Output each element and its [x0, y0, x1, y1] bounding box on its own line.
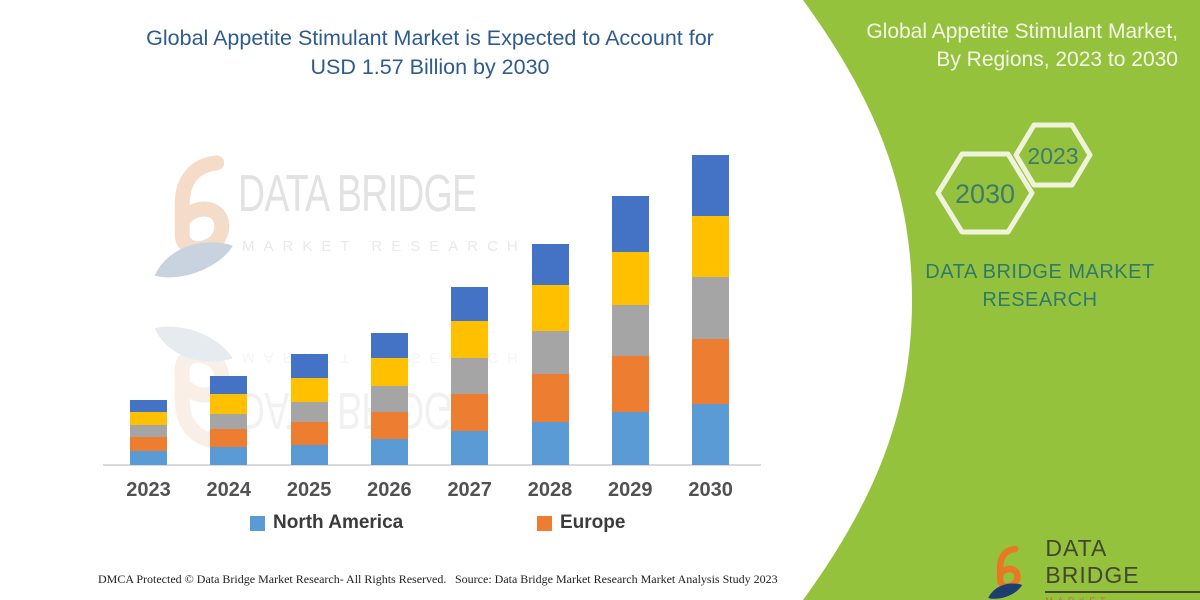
x-axis-label: 2030	[688, 479, 733, 501]
x-axis-label: 2026	[367, 479, 412, 501]
bar-segment	[611, 411, 649, 465]
data-bridge-b-icon	[988, 545, 1023, 599]
x-axis-label: 2025	[286, 479, 332, 501]
org-name-line1: DATA BRIDGE MARKET	[925, 261, 1155, 283]
watermark: DATA BRIDGE MARKET RESEARCH	[150, 152, 518, 302]
side-panel-heading-line1: Global Appetite Stimulant Market,	[866, 20, 1178, 43]
logo-subtitle: MARKET RESEARCH	[1045, 596, 1200, 600]
side-panel-heading: Global Appetite Stimulant Market, By Reg…	[840, 18, 1178, 74]
bar-segment	[370, 332, 408, 359]
bar-segment	[611, 305, 649, 357]
stacked-bar-2023	[130, 399, 167, 465]
stacked-bar-2028	[531, 243, 569, 465]
bar-segment	[611, 251, 649, 305]
bar-segment	[290, 421, 328, 446]
data-bridge-logo: DATA BRIDGE MARKET RESEARCH	[985, 535, 1200, 600]
hexagon-2030-icon	[935, 151, 1035, 235]
stacked-bar-2030	[692, 154, 730, 465]
x-axis-label: 2028	[527, 479, 573, 501]
bar-segment	[692, 216, 730, 278]
bar-segment	[130, 411, 167, 426]
bar-segment	[451, 287, 489, 321]
hexagon-year-2023: 2023	[1027, 143, 1078, 169]
bar-segment	[130, 451, 167, 465]
bar-segment	[531, 374, 569, 422]
bar-segment	[692, 277, 730, 339]
green-panel-shape	[803, 0, 1200, 600]
north-america-swatch-icon	[250, 515, 265, 531]
stacked-bar-2029	[611, 196, 649, 465]
bar-segment	[210, 393, 248, 414]
bar-segment	[210, 447, 248, 465]
data-bridge-logo-watermark-icon	[154, 155, 233, 278]
bar-segment	[531, 421, 569, 465]
bar-segment	[370, 411, 408, 440]
chart-title: Global Appetite Stimulant Market is Expe…	[60, 24, 800, 82]
stacked-bar-2027	[451, 287, 489, 465]
bar-segment	[531, 243, 569, 286]
chart-title-line2: USD 1.57 Billion by 2030	[310, 55, 550, 79]
bar-segment	[370, 358, 408, 386]
bar-segment	[451, 431, 489, 465]
hexagon-years-graphic: 2030 2023	[935, 122, 1093, 235]
stacked-bar-2024	[210, 376, 248, 465]
bar-segment	[692, 403, 730, 465]
legend-item-europe: Europe	[537, 512, 625, 534]
stacked-bar-2026	[370, 332, 408, 465]
hexagon-year-2030: 2030	[955, 179, 1015, 209]
x-axis-label: 2029	[608, 479, 653, 501]
bar-segment	[290, 354, 328, 379]
bar-segment	[692, 154, 730, 217]
dmca-notice: DMCA Protected © Data Bridge Market Rese…	[98, 572, 447, 586]
bar-segment	[451, 358, 489, 394]
stacked-bar-2025	[290, 354, 328, 465]
bar-segment	[611, 196, 649, 252]
source-note: Source: Data Bridge Market Research Mark…	[455, 572, 778, 586]
bar-segment	[290, 378, 328, 402]
bar-segment	[210, 429, 248, 448]
x-axis-label: 2027	[447, 479, 492, 501]
bar-segment	[451, 320, 489, 359]
legend-label-north-america: North America	[273, 512, 404, 533]
bar-segment	[210, 376, 248, 394]
bar-segment	[290, 401, 328, 422]
europe-swatch-icon	[537, 515, 552, 531]
watermark-sub-text: MARKET RESEARCH	[242, 238, 527, 255]
org-name-line2: RESEARCH	[982, 289, 1098, 311]
bar-segment	[451, 393, 489, 432]
bar-chart-plot: 2023 2024 2025 2026 2027 2028 2029 2030	[103, 154, 761, 501]
bar-segment	[130, 437, 167, 452]
bar-segment	[370, 385, 408, 412]
bar-segment	[531, 330, 569, 375]
legend-label-europe: Europe	[560, 512, 626, 533]
bar-segment	[611, 356, 649, 412]
bar-segment	[130, 399, 167, 412]
logo-title: DATA BRIDGE	[1045, 535, 1200, 593]
hexagon-2023-icon	[1013, 122, 1093, 188]
x-axis-label: 2024	[206, 479, 252, 501]
bar-segment	[692, 338, 730, 404]
bar-segment	[130, 425, 167, 438]
x-axis-label: 2023	[126, 479, 171, 501]
watermark-brand-text: DATA BRIDGE	[238, 165, 477, 223]
bar-segment	[290, 445, 328, 465]
org-name: DATA BRIDGE MARKET RESEARCH	[920, 258, 1160, 314]
chart-title-line1: Global Appetite Stimulant Market is Expe…	[146, 26, 714, 50]
legend-item-north-america: North America	[250, 512, 403, 534]
x-axis-baseline	[103, 464, 761, 466]
bar-segment	[370, 439, 408, 465]
side-panel-heading-line2: By Regions, 2023 to 2030	[936, 48, 1178, 71]
bar-segment	[210, 413, 248, 430]
bar-segment	[531, 285, 569, 331]
